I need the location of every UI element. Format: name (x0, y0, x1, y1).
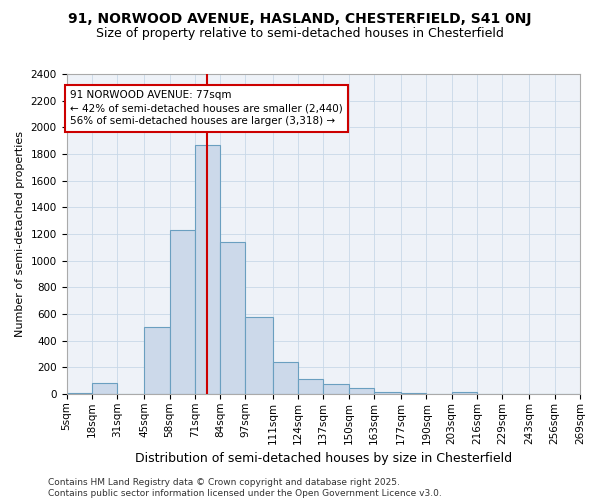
Text: 91 NORWOOD AVENUE: 77sqm
← 42% of semi-detached houses are smaller (2,440)
56% o: 91 NORWOOD AVENUE: 77sqm ← 42% of semi-d… (70, 90, 343, 126)
Y-axis label: Number of semi-detached properties: Number of semi-detached properties (15, 131, 25, 337)
Bar (67, 392, 92, 394)
Text: Size of property relative to semi-detached houses in Chesterfield: Size of property relative to semi-detach… (96, 28, 504, 40)
Bar (245, 318, 272, 394)
Bar (92, 383, 117, 394)
Text: 91, NORWOOD AVENUE, HASLAND, CHESTERFIELD, S41 0NJ: 91, NORWOOD AVENUE, HASLAND, CHESTERFIEL… (68, 12, 532, 26)
Bar (323, 384, 349, 394)
Bar (349, 388, 374, 394)
Bar (145, 328, 170, 394)
Bar (452, 392, 477, 394)
Bar (220, 242, 245, 394)
Text: Contains HM Land Registry data © Crown copyright and database right 2025.
Contai: Contains HM Land Registry data © Crown c… (48, 478, 442, 498)
Bar (298, 378, 323, 394)
X-axis label: Distribution of semi-detached houses by size in Chesterfield: Distribution of semi-detached houses by … (135, 452, 512, 465)
Bar (272, 362, 298, 394)
Bar (195, 144, 220, 394)
Bar (401, 392, 427, 394)
Bar (374, 392, 401, 394)
Bar (170, 230, 195, 394)
